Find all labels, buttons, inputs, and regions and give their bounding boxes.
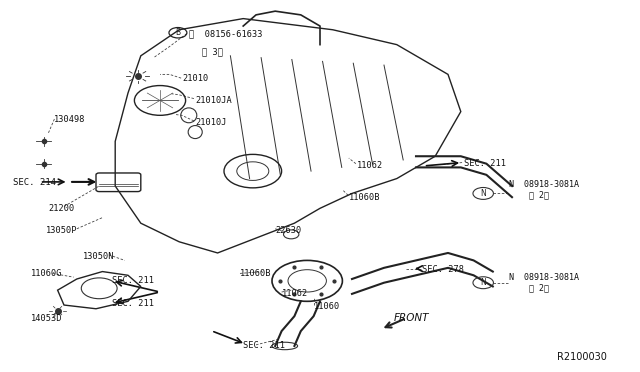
Text: 130498: 130498 xyxy=(54,115,86,124)
Text: N: N xyxy=(481,278,486,287)
Text: 21010J: 21010J xyxy=(195,118,227,127)
Text: FRONT: FRONT xyxy=(394,313,429,323)
Text: SEC. 278: SEC. 278 xyxy=(422,265,465,274)
Text: 11060: 11060 xyxy=(314,302,340,311)
Text: 13050N: 13050N xyxy=(83,252,115,261)
Text: N  08918-3081A
    〈 2〉: N 08918-3081A 〈 2〉 xyxy=(509,180,579,199)
Text: 21200: 21200 xyxy=(48,204,74,213)
Text: B: B xyxy=(175,28,180,37)
Text: SEC. 211: SEC. 211 xyxy=(112,299,154,308)
Text: 11060B: 11060B xyxy=(240,269,271,278)
Text: 14053D: 14053D xyxy=(31,314,62,323)
Text: N: N xyxy=(481,189,486,198)
Text: SEC. 211: SEC. 211 xyxy=(112,276,154,285)
Text: SEC. 211: SEC. 211 xyxy=(464,159,506,168)
Text: Ⓑ  08156-61633: Ⓑ 08156-61633 xyxy=(189,29,262,38)
Text: 11062: 11062 xyxy=(282,289,308,298)
Text: N  08918-3081A
    〈 2〉: N 08918-3081A 〈 2〉 xyxy=(509,273,579,292)
Text: 13050P: 13050P xyxy=(46,226,77,235)
Text: 22630: 22630 xyxy=(275,226,301,235)
Text: 21010: 21010 xyxy=(182,74,209,83)
Text: 11060B: 11060B xyxy=(349,193,380,202)
Text: 21010JA: 21010JA xyxy=(195,96,232,105)
Text: SEC. 214: SEC. 214 xyxy=(13,178,56,187)
Text: SEC. 211: SEC. 211 xyxy=(243,341,285,350)
Text: R2100030: R2100030 xyxy=(557,352,607,362)
Text: 〈 3〉: 〈 3〉 xyxy=(202,48,223,57)
Text: 11062: 11062 xyxy=(357,161,383,170)
Text: 11060G: 11060G xyxy=(31,269,62,278)
